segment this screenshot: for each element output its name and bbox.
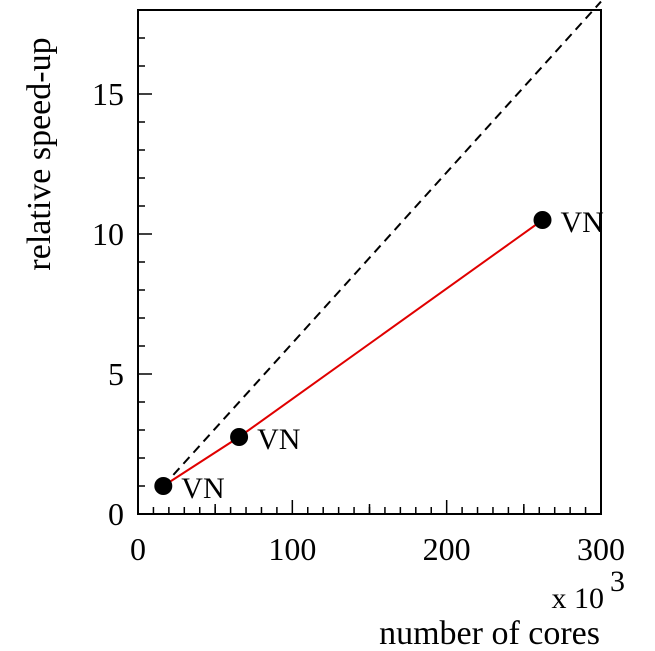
ideal-scaling-line xyxy=(162,0,602,487)
data-point xyxy=(533,211,552,229)
x-axis-multiplier: x 10 xyxy=(552,582,605,615)
series-line xyxy=(162,219,544,487)
y-axis-label: relative speed-up xyxy=(21,37,58,270)
data-point-label: VN xyxy=(257,423,300,456)
data-point xyxy=(154,477,173,495)
y-tick-label: 10 xyxy=(92,216,124,252)
x-axis-label: number of cores xyxy=(379,615,600,651)
y-tick-label: 5 xyxy=(108,356,124,392)
data-point xyxy=(230,428,249,446)
y-tick-label: 15 xyxy=(92,76,124,112)
x-tick-label: 0 xyxy=(130,531,146,567)
y-tick-label: 0 xyxy=(108,496,124,532)
axes: 0 100 200 300 0 5 10 15 xyxy=(92,9,625,567)
data-point-label: VN xyxy=(561,206,604,239)
x-tick-label: 200 xyxy=(423,531,471,567)
plot-area: VN VN VN xyxy=(154,0,604,505)
data-point-label: VN xyxy=(181,472,224,505)
x-axis-multiplier-exponent: 3 xyxy=(610,565,625,598)
x-tick-label: 100 xyxy=(268,531,316,567)
x-tick-label: 300 xyxy=(577,531,625,567)
